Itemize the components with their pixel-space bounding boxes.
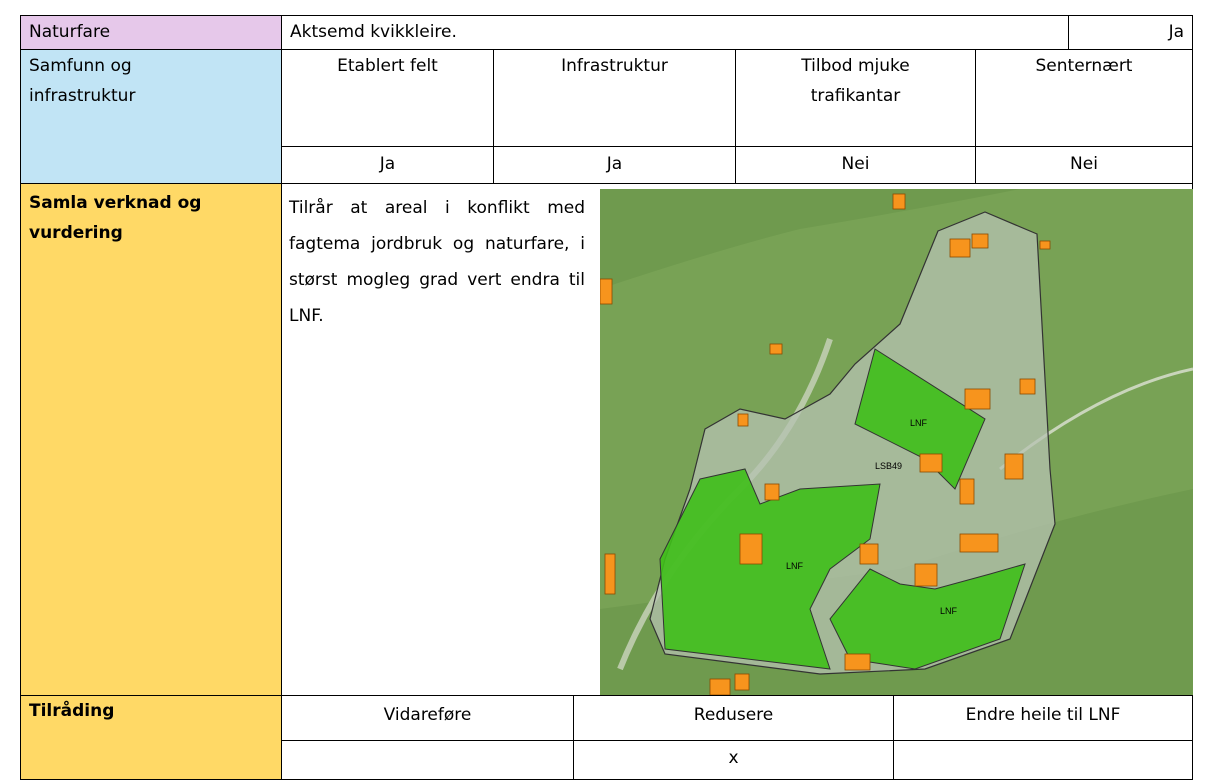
lnf-area: [829, 563, 1026, 670]
cell: x: [573, 740, 894, 780]
row-label: Samfunn og infrastruktur: [20, 49, 282, 184]
cell: [281, 740, 574, 780]
map: LNF LSB49 LNF LNF: [600, 189, 1193, 695]
cell: Nei: [735, 146, 976, 184]
cell: [893, 740, 1193, 780]
header-cell: Infrastruktur: [493, 49, 736, 147]
paragraph: Tilrår at areal i konflikt med fagtema j…: [289, 198, 585, 326]
cell: Ja: [1068, 15, 1193, 50]
cell: Aktsemd kvikkleire.: [281, 15, 1069, 50]
option-cell: Vidareføre: [281, 695, 574, 741]
header-cell: Senternært: [975, 49, 1193, 147]
row-label: Naturfare: [20, 15, 282, 50]
row-label: Samla verknad og vurdering: [20, 183, 282, 696]
lnf-area: [659, 468, 881, 670]
cell: Nei: [975, 146, 1193, 184]
header-cell: Tilbod mjuke trafikantar: [735, 49, 976, 147]
map-label: LNF: [940, 606, 958, 616]
header-cell: Etablert felt: [281, 49, 494, 147]
map-label: LNF: [910, 418, 928, 428]
map-label: LSB49: [875, 461, 902, 471]
cell: Ja: [493, 146, 736, 184]
row-label: Tilråding: [20, 695, 282, 780]
option-cell: Redusere: [573, 695, 894, 741]
cell: Ja: [281, 146, 494, 184]
option-cell: Endre heile til LNF: [893, 695, 1193, 741]
buildings: [600, 193, 1051, 695]
map-label: LNF: [786, 561, 804, 571]
